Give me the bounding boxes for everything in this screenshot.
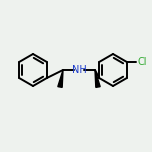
Polygon shape <box>58 70 63 87</box>
Polygon shape <box>95 70 100 87</box>
Text: NH: NH <box>72 65 86 75</box>
Text: Cl: Cl <box>137 57 147 67</box>
